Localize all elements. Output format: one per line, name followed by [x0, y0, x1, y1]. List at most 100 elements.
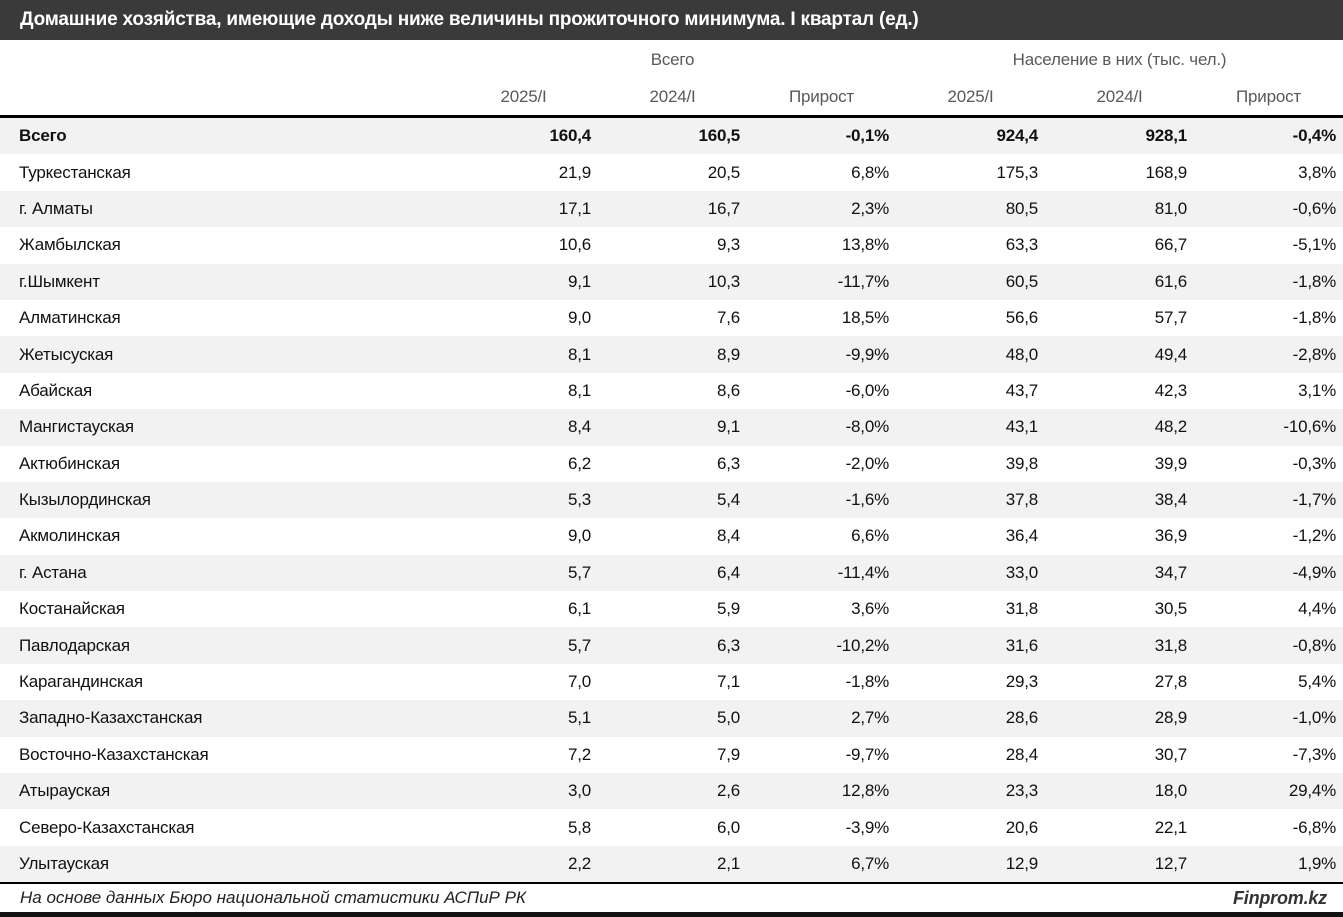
value-cell: -4,9%	[1292, 562, 1337, 582]
value-cell: 23,3	[1005, 781, 1039, 801]
value-cell: 5,8	[567, 817, 591, 837]
value-cell: 10,3	[707, 271, 740, 291]
value-cell: 5,7	[567, 635, 591, 655]
value-cell: 18,0	[1154, 781, 1188, 801]
value-cell: 3,6%	[851, 599, 890, 619]
value-cell: 37,8	[1005, 490, 1039, 510]
value-cell: 27,8	[1154, 672, 1188, 692]
brand-logo: Finprom.kz	[1232, 887, 1327, 908]
table-row: Улытауская 2,2 2,1 6,7% 12,9 12,7 1,9%	[0, 845, 1343, 883]
value-cell: 21,9	[558, 162, 591, 182]
value-cell: 38,4	[1154, 490, 1188, 510]
value-cell: -2,8%	[1292, 344, 1337, 364]
table-row: Акмолинская 9,0 8,4 6,6% 36,4 36,9 -1,2%	[0, 518, 1343, 554]
group-header-total: Всего	[449, 40, 897, 79]
value-cell: 31,8	[1154, 635, 1188, 655]
value-cell: 8,4	[716, 526, 740, 546]
value-cell: -9,9%	[845, 344, 890, 364]
value-cell: 1,9%	[1298, 854, 1337, 873]
value-cell: 6,3	[716, 453, 740, 473]
value-cell: -11,7%	[837, 271, 890, 291]
value-cell: 20,5	[707, 162, 740, 182]
value-cell: 20,6	[1005, 817, 1039, 837]
column-subheader-row: 2025/I 2024/I Прирост 2025/I 2024/I Прир…	[0, 79, 1343, 118]
value-cell: 36,4	[1005, 526, 1039, 546]
value-cell: 924,4	[996, 126, 1039, 146]
value-cell: 175,3	[996, 162, 1039, 182]
value-cell: 10,6	[558, 235, 591, 255]
value-cell: 12,7	[1154, 854, 1188, 873]
value-cell: 3,8%	[1298, 162, 1337, 182]
value-cell: -6,0%	[845, 380, 890, 400]
value-cell: -1,6%	[845, 490, 890, 510]
subheader-total-growth: Прирост	[747, 79, 897, 118]
page-title: Домашние хозяйства, имеющие доходы ниже …	[0, 0, 1343, 40]
value-cell: 18,5%	[841, 308, 890, 328]
region-cell: Жамбылская	[19, 235, 121, 255]
value-cell: 12,9	[1005, 854, 1039, 873]
table-row: Жетысуская 8,1 8,9 -9,9% 48,0 49,4 -2,8%	[0, 336, 1343, 373]
table-row: г. Астана 5,7 6,4 -11,4% 33,0 34,7 -4,9%	[0, 554, 1343, 592]
value-cell: 81,0	[1154, 198, 1188, 218]
value-cell: 42,3	[1154, 380, 1188, 400]
table-row: Северо-Казахстанская 5,8 6,0 -3,9% 20,6 22,1 -…	[0, 809, 1343, 845]
value-cell: 3,1%	[1298, 380, 1337, 400]
value-cell: 80,5	[1005, 198, 1039, 218]
region-cell: Алматинская	[19, 308, 121, 328]
value-cell: -11,4%	[837, 562, 890, 582]
value-cell: -1,0%	[1292, 708, 1337, 728]
table-row: Костанайская 6,1 5,9 3,6% 31,8 30,5 4,4%	[0, 591, 1343, 627]
value-cell: 8,1	[567, 344, 591, 364]
value-cell: 29,3	[1005, 672, 1039, 692]
value-cell: 9,0	[567, 526, 591, 546]
value-cell: -1,8%	[1292, 271, 1337, 291]
table-row: Туркестанская 21,9 20,5 6,8% 175,3 168,9 3,8%	[0, 154, 1343, 190]
value-cell: 160,5	[698, 126, 740, 146]
value-cell: 33,0	[1005, 562, 1039, 582]
value-cell: 7,0	[567, 672, 591, 692]
value-cell: 9,1	[567, 271, 591, 291]
value-cell: 29,4%	[1288, 781, 1337, 801]
value-cell: 43,7	[1005, 380, 1039, 400]
region-cell: Павлодарская	[19, 635, 130, 655]
value-cell: -5,1%	[1292, 235, 1337, 255]
region-cell: г. Алматы	[19, 198, 93, 218]
table-row: Мангистауская 8,4 9,1 -8,0% 43,1 48,2 -10,6%	[0, 409, 1343, 446]
value-cell: 5,3	[567, 490, 591, 510]
value-cell: 22,1	[1154, 817, 1188, 837]
value-cell: -2,0%	[845, 453, 890, 473]
value-cell: 5,7	[567, 562, 591, 582]
table-row: Кызылординская 5,3 5,4 -1,6% 37,8 38,4 -1,7%	[0, 481, 1343, 519]
value-cell: 43,1	[1005, 417, 1039, 437]
value-cell: 2,1	[716, 854, 740, 873]
value-cell: 16,7	[707, 198, 740, 218]
value-cell: -1,2%	[1292, 526, 1337, 546]
region-cell: г. Астана	[19, 562, 87, 582]
value-cell: 28,4	[1005, 744, 1039, 764]
value-cell: 2,7%	[851, 708, 890, 728]
value-cell: -0,6%	[1292, 198, 1337, 218]
table-row: Атырауская 3,0 2,6 12,8% 23,3 18,0 29,4%	[0, 773, 1343, 810]
table-row: Актюбинская 6,2 6,3 -2,0% 39,8 39,9 -0,3%	[0, 446, 1343, 482]
value-cell: 168,9	[1145, 162, 1188, 182]
value-cell: -1,8%	[1292, 308, 1337, 328]
table-row: г.Шымкент 9,1 10,3 -11,7% 60,5 61,6 -1,8%	[0, 263, 1343, 300]
value-cell: 6,1	[567, 599, 591, 619]
region-group-header-spacer	[0, 40, 449, 79]
value-cell: 9,3	[716, 235, 740, 255]
column-group-header-row: Всего Население в них (тыс. чел.)	[0, 40, 1343, 79]
region-cell: Западно-Казахстанская	[19, 708, 203, 728]
value-cell: 61,6	[1154, 271, 1188, 291]
value-cell: 5,4%	[1298, 672, 1337, 692]
value-cell: 160,4	[549, 126, 591, 146]
value-cell: 6,8%	[851, 162, 890, 182]
value-cell: 31,6	[1005, 635, 1039, 655]
region-cell: Жетысуская	[19, 344, 114, 364]
value-cell: -8,0%	[845, 417, 890, 437]
value-cell: 48,0	[1005, 344, 1039, 364]
region-cell: Туркестанская	[19, 162, 131, 182]
footer: На основе данных Бюро национальной стати…	[0, 882, 1343, 917]
value-cell: 6,2	[567, 453, 591, 473]
region-cell: Всего	[19, 126, 67, 146]
value-cell: -10,6%	[1283, 417, 1337, 437]
